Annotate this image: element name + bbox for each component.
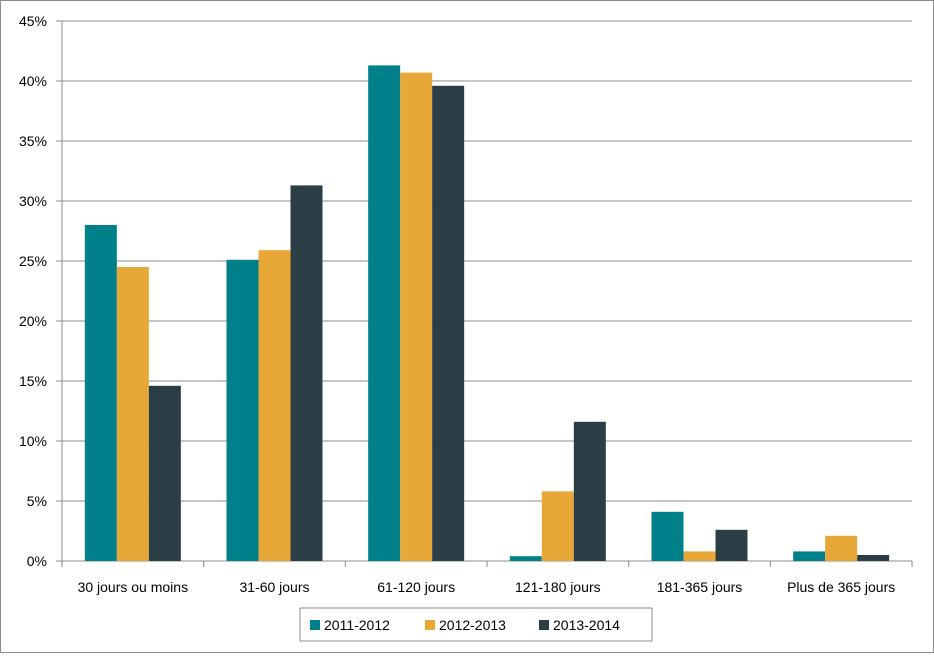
bar bbox=[116, 267, 149, 561]
bar bbox=[683, 551, 716, 561]
x-category-label: 121-180 jours bbox=[515, 579, 601, 595]
y-axis-tick-labels: 0% 5% 10% 15% 20% 25% 30% 35% 40% 45% bbox=[19, 13, 47, 569]
bar bbox=[825, 535, 858, 561]
x-category-label: 61-120 jours bbox=[377, 579, 455, 595]
bar bbox=[857, 555, 890, 561]
y-tick-label: 10% bbox=[19, 433, 47, 449]
y-tick-label: 20% bbox=[19, 313, 47, 329]
bar bbox=[290, 185, 323, 561]
bar bbox=[258, 250, 291, 561]
x-category-label: Plus de 365 jours bbox=[787, 579, 895, 595]
bar bbox=[793, 551, 826, 561]
legend: 2011-2012 2012-2013 2013-2014 bbox=[299, 607, 653, 642]
bar bbox=[148, 385, 181, 561]
gridlines bbox=[62, 20, 912, 502]
y-tick-label: 15% bbox=[19, 373, 47, 389]
y-tick-label: 25% bbox=[19, 253, 47, 269]
legend-label: 2013-2014 bbox=[553, 617, 620, 633]
bar bbox=[715, 529, 748, 561]
bar bbox=[84, 225, 117, 561]
bar bbox=[226, 259, 259, 561]
axes bbox=[56, 20, 913, 567]
y-tick-label: 5% bbox=[27, 493, 47, 509]
bar bbox=[368, 65, 401, 562]
bar bbox=[400, 72, 433, 561]
bars bbox=[84, 65, 890, 562]
x-category-label: 30 jours ou moins bbox=[78, 579, 189, 595]
bar bbox=[432, 85, 465, 562]
x-axis-category-labels: 30 jours ou moins 31-60 jours 61-120 jours… bbox=[78, 579, 896, 595]
bar bbox=[573, 421, 606, 561]
x-category-label: 31-60 jours bbox=[239, 579, 309, 595]
x-category-label: 181-365 jours bbox=[657, 579, 743, 595]
bar bbox=[541, 491, 574, 561]
y-tick-label: 45% bbox=[19, 13, 47, 29]
bar bbox=[509, 556, 542, 561]
legend-box bbox=[299, 607, 653, 642]
legend-swatch bbox=[539, 620, 549, 630]
y-tick-label: 40% bbox=[19, 73, 47, 89]
legend-swatch bbox=[425, 620, 435, 630]
y-tick-label: 0% bbox=[27, 553, 47, 569]
legend-label: 2012-2013 bbox=[439, 617, 506, 633]
legend-label: 2011-2012 bbox=[324, 617, 390, 633]
y-tick-label: 35% bbox=[19, 133, 47, 149]
y-tick-label: 30% bbox=[19, 193, 47, 209]
bar bbox=[651, 511, 684, 561]
legend-swatch bbox=[310, 620, 320, 630]
